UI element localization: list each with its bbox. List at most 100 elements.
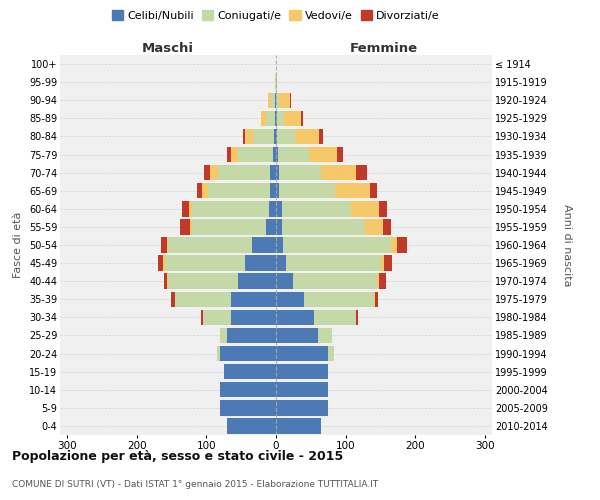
- Bar: [301, 110, 303, 126]
- Bar: [271, 183, 276, 198]
- Bar: [218, 165, 271, 180]
- Bar: [272, 147, 276, 162]
- Bar: [276, 238, 283, 252]
- Bar: [276, 274, 293, 289]
- Bar: [310, 147, 337, 162]
- Bar: [379, 274, 386, 289]
- Bar: [318, 328, 332, 343]
- Bar: [275, 110, 276, 126]
- Bar: [193, 201, 269, 216]
- Bar: [220, 328, 227, 343]
- Bar: [158, 256, 163, 271]
- Bar: [238, 274, 276, 289]
- Bar: [217, 346, 220, 362]
- Bar: [276, 74, 277, 90]
- Bar: [276, 310, 314, 325]
- Bar: [276, 364, 328, 380]
- Bar: [276, 201, 281, 216]
- Bar: [284, 110, 301, 126]
- Bar: [227, 147, 231, 162]
- Bar: [276, 128, 277, 144]
- Bar: [328, 346, 334, 362]
- Bar: [167, 238, 168, 252]
- Bar: [167, 274, 168, 289]
- Bar: [204, 165, 210, 180]
- Bar: [319, 128, 323, 144]
- Bar: [182, 201, 189, 216]
- Bar: [224, 364, 276, 380]
- Bar: [375, 292, 379, 307]
- Bar: [276, 110, 277, 126]
- Bar: [202, 183, 208, 198]
- Bar: [271, 92, 275, 108]
- Bar: [276, 165, 280, 180]
- Bar: [314, 310, 356, 325]
- Bar: [168, 238, 251, 252]
- Bar: [276, 418, 321, 434]
- Bar: [276, 382, 328, 398]
- Bar: [168, 274, 238, 289]
- Bar: [304, 292, 374, 307]
- Bar: [245, 128, 253, 144]
- Bar: [383, 219, 391, 234]
- Bar: [274, 128, 276, 144]
- Bar: [161, 238, 167, 252]
- Bar: [356, 310, 358, 325]
- Bar: [210, 165, 218, 180]
- Bar: [276, 346, 328, 362]
- Bar: [293, 274, 377, 289]
- Bar: [277, 110, 284, 126]
- Bar: [277, 128, 295, 144]
- Bar: [201, 310, 203, 325]
- Bar: [193, 219, 266, 234]
- Bar: [180, 219, 190, 234]
- Bar: [281, 201, 351, 216]
- Bar: [172, 292, 175, 307]
- Bar: [276, 183, 280, 198]
- Bar: [351, 201, 379, 216]
- Bar: [190, 219, 193, 234]
- Bar: [208, 183, 271, 198]
- Bar: [280, 92, 290, 108]
- Bar: [335, 183, 370, 198]
- Bar: [242, 128, 245, 144]
- Bar: [370, 183, 377, 198]
- Bar: [231, 310, 276, 325]
- Bar: [365, 219, 383, 234]
- Bar: [276, 256, 286, 271]
- Bar: [203, 310, 231, 325]
- Bar: [253, 128, 274, 144]
- Bar: [220, 382, 276, 398]
- Bar: [189, 201, 193, 216]
- Bar: [220, 400, 276, 415]
- Bar: [276, 400, 328, 415]
- Text: COMUNE DI SUTRI (VT) - Dati ISTAT 1° gennaio 2015 - Elaborazione TUTTITALIA.IT: COMUNE DI SUTRI (VT) - Dati ISTAT 1° gen…: [12, 480, 378, 489]
- Bar: [231, 147, 238, 162]
- Bar: [280, 165, 321, 180]
- Bar: [374, 292, 375, 307]
- Bar: [384, 256, 392, 271]
- Bar: [337, 147, 343, 162]
- Y-axis label: Fasce di età: Fasce di età: [13, 212, 23, 278]
- Bar: [283, 238, 391, 252]
- Bar: [321, 165, 356, 180]
- Bar: [276, 92, 280, 108]
- Bar: [276, 328, 318, 343]
- Bar: [231, 292, 276, 307]
- Bar: [271, 165, 276, 180]
- Bar: [380, 256, 384, 271]
- Bar: [251, 238, 276, 252]
- Bar: [276, 292, 304, 307]
- Bar: [379, 201, 388, 216]
- Y-axis label: Anni di nascita: Anni di nascita: [562, 204, 572, 286]
- Bar: [275, 92, 276, 108]
- Text: Femmine: Femmine: [350, 42, 418, 55]
- Bar: [280, 183, 335, 198]
- Legend: Celibi/Nubili, Coniugati/e, Vedovi/e, Divorziati/e: Celibi/Nubili, Coniugati/e, Vedovi/e, Di…: [110, 8, 442, 23]
- Bar: [266, 219, 276, 234]
- Bar: [238, 147, 272, 162]
- Bar: [164, 274, 167, 289]
- Bar: [266, 110, 275, 126]
- Bar: [227, 418, 276, 434]
- Bar: [391, 238, 397, 252]
